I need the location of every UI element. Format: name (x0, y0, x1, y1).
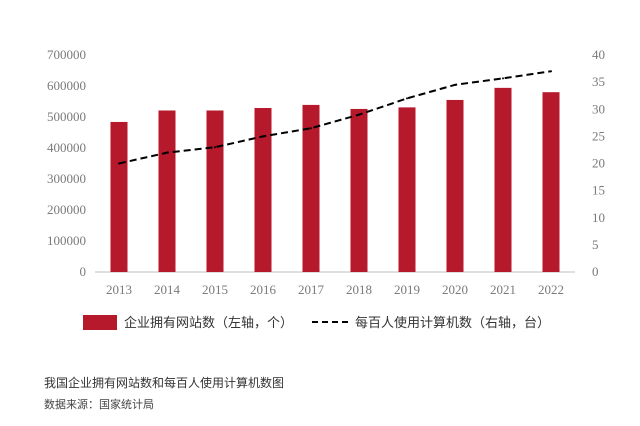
left-axis-tick-label: 300000 (47, 171, 86, 186)
line-path (118, 70, 552, 165)
legend-bar-swatch (83, 315, 117, 330)
bar (302, 104, 320, 272)
line-point (166, 151, 168, 154)
left-axis-tick-label: 200000 (47, 202, 86, 217)
bar (542, 92, 560, 272)
chart-caption: 我国企业拥有网站数和每百人使用计算机数图 (44, 376, 285, 390)
line-point (214, 146, 216, 149)
x-axis-tick-label: 2017 (298, 282, 325, 297)
right-axis-tick-label: 0 (592, 264, 599, 279)
bar (110, 121, 128, 273)
x-axis-tick-label: 2016 (250, 282, 277, 297)
right-axis-tick-label: 15 (592, 183, 605, 198)
x-axis-tick-label: 2015 (202, 282, 228, 297)
bar (158, 110, 176, 273)
right-axis-tick-label: 40 (592, 47, 605, 62)
line-point (262, 135, 264, 138)
x-axis-tick-label: 2014 (154, 282, 181, 297)
x-axis-tick-label: 2018 (346, 282, 372, 297)
line-point (310, 127, 312, 130)
right-axis-tick-label: 5 (592, 237, 599, 252)
right-axis-tick-label: 25 (592, 128, 605, 143)
left-axis-tick-label: 700000 (47, 47, 86, 62)
chart-source: 数据来源：国家统计局 (44, 398, 154, 411)
x-axis-tick-label: 2013 (106, 282, 132, 297)
right-axis-tick-label: 10 (592, 210, 605, 225)
line-point (406, 97, 408, 100)
left-axis-tick-label: 100000 (47, 233, 86, 248)
right-axis-ticks: 0 5 10 15 20 25 30 35 40 (592, 47, 605, 279)
bar-series (110, 87, 560, 273)
combo-chart: 0 100000 200000 300000 400000 500000 600000 700… (47, 47, 605, 331)
x-axis-tick-label: 2021 (490, 282, 516, 297)
left-axis-tick-label: 400000 (47, 140, 86, 155)
line-point (358, 113, 360, 116)
bar (398, 107, 416, 272)
legend-bar-label: 企业拥有网站数（左轴，个） (124, 315, 293, 331)
line-point (550, 70, 552, 73)
x-axis-tick-label: 2019 (394, 282, 420, 297)
left-axis-tick-label: 600000 (47, 78, 86, 93)
right-axis-tick-label: 20 (592, 156, 605, 171)
bar (446, 99, 464, 272)
right-axis-tick-label: 35 (592, 74, 605, 89)
line-point (118, 162, 120, 165)
bar (350, 108, 368, 272)
legend: 企业拥有网站数（左轴，个） 每百人使用计算机数（右轴，台） (83, 315, 550, 331)
bar (494, 87, 512, 272)
x-axis-tick-label: 2022 (538, 282, 564, 297)
line-series (118, 70, 552, 165)
bar (206, 110, 224, 273)
left-axis-ticks: 0 100000 200000 300000 400000 500000 600000 700… (47, 47, 86, 279)
legend-line-label: 每百人使用计算机数（右轴，台） (355, 315, 550, 331)
right-axis-tick-label: 30 (592, 101, 605, 116)
left-axis-tick-label: 0 (80, 264, 87, 279)
x-axis-ticks: 2013 2014 2015 2016 2017 2018 2019 2020 2021 2022 (106, 282, 564, 297)
bar (254, 108, 272, 272)
left-axis-tick-label: 500000 (47, 109, 86, 124)
x-axis-tick-label: 2020 (442, 282, 468, 297)
line-point (502, 77, 504, 80)
line-point (454, 83, 456, 86)
